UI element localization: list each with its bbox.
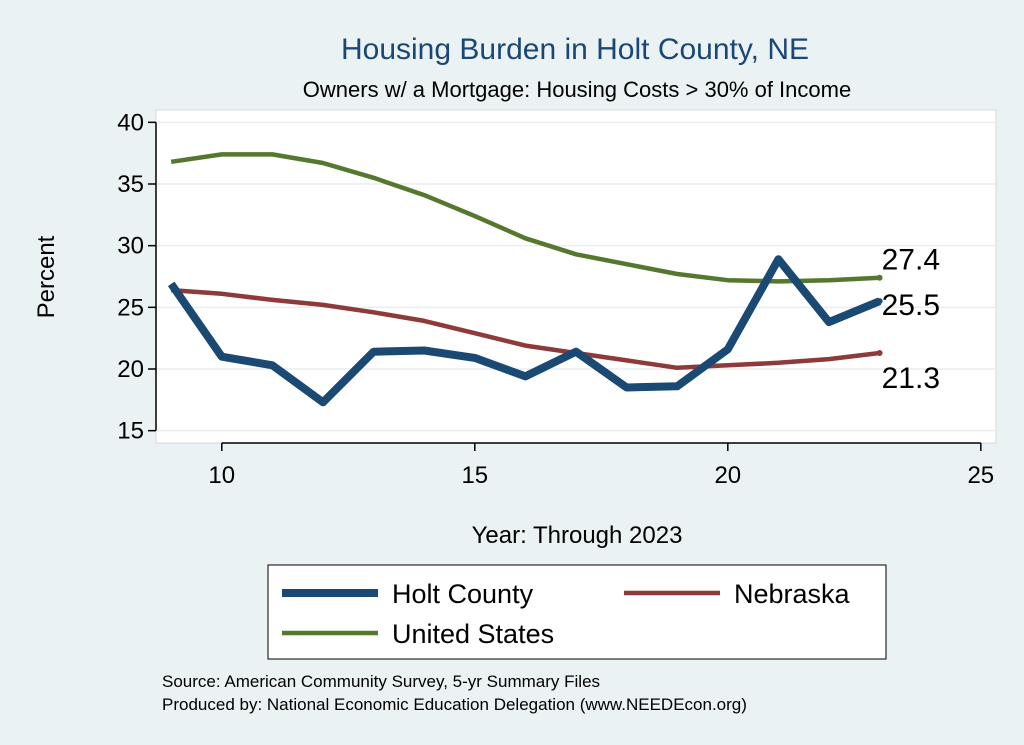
end-label-united-states: 27.4: [882, 244, 940, 277]
produced-by-note: Produced by: National Economic Education…: [162, 695, 747, 714]
x-tick-label: 15: [461, 462, 488, 489]
y-tick-label: 15: [117, 418, 144, 445]
y-axis-title: Percent: [33, 235, 60, 318]
series-line-nebraska: [171, 287, 880, 371]
x-axis-title: Year: Through 2023: [472, 522, 683, 549]
series-lines: [167, 152, 883, 407]
legend: Holt County Nebraska United States: [282, 579, 851, 649]
legend-label-nebraska: Nebraska: [734, 579, 851, 609]
end-label-holt-county: 25.5: [882, 289, 940, 322]
y-tick-label: 25: [117, 294, 144, 321]
legend-label-united-states: United States: [392, 619, 554, 649]
source-note: Source: American Community Survey, 5-yr …: [162, 672, 600, 691]
y-tick-label: 40: [117, 109, 144, 136]
end-point-holt-county: [876, 298, 883, 305]
end-labels: 25.5 21.3 27.4: [882, 244, 940, 395]
end-point-united-states: [876, 274, 883, 281]
chart-title: Housing Burden in Holt County, NE: [341, 33, 809, 66]
x-tick-label: 20: [714, 462, 741, 489]
x-tick-label: 10: [208, 462, 235, 489]
x-tick-labels: 10 15 20 25: [208, 462, 994, 489]
y-tick-label: 30: [117, 233, 144, 260]
axes: [148, 121, 982, 451]
chart-subtitle: Owners w/ a Mortgage: Housing Costs > 30…: [303, 77, 851, 102]
legend-box: [267, 564, 887, 660]
series-line-united-states: [170, 152, 880, 284]
grid-lines: [156, 121, 996, 432]
y-tick-label: 35: [117, 171, 144, 198]
y-tick-label: 20: [117, 356, 144, 383]
end-label-nebraska: 21.3: [882, 362, 940, 395]
end-point-nebraska: [876, 349, 883, 356]
y-tick-labels: 15 20 25 30 35 40: [117, 109, 144, 444]
x-tick-label: 25: [967, 462, 994, 489]
series-line-holt-county: [167, 255, 882, 407]
legend-label-holt-county: Holt County: [392, 579, 534, 609]
